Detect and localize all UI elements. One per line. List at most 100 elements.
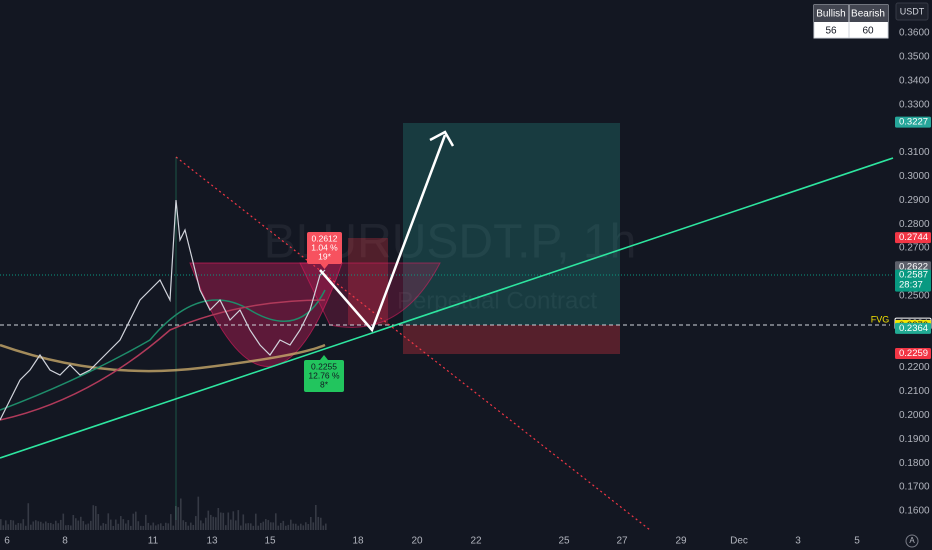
resistance-line [175,156,651,531]
volume-bar [177,507,180,530]
volume-bar [217,507,220,530]
volume-bar [87,523,90,530]
volume-bar [142,525,145,530]
price-badge-label: 0.2622 [899,261,928,272]
volume-bar [72,514,75,530]
volume-bar [310,516,312,530]
annotation-pointer [320,264,329,269]
projection-arrow [319,134,447,333]
volume-bar [172,525,175,530]
volume-bar [57,523,60,530]
volume-bar [257,525,260,530]
price-tick-label: 0.3500 [899,52,930,63]
auto-scale-label[interactable]: A [909,536,915,545]
time-tick-label: Dec [730,536,748,547]
volume-bar [175,505,177,530]
annotation-line: 1.04 % [311,242,338,252]
volume-bar [262,521,265,530]
volume-bar [45,521,47,530]
volume-bar [20,523,22,530]
volume-bar [110,519,112,530]
price-tick-label: 0.3000 [899,171,930,182]
volume-bar [315,504,317,530]
volume-bar [137,521,140,530]
volume-bar [140,525,142,530]
volume-bar [162,525,165,530]
volume-bar [182,520,185,530]
volume-bar [322,525,325,530]
watermark-subtitle: Perpetual Contract [397,287,597,314]
volume-bar [97,514,100,530]
volume-bar [317,516,320,530]
volume-bar [275,513,277,530]
time-tick-label: 6 [4,536,10,547]
volume-bar [2,525,5,530]
annotation-box [307,232,342,264]
price-tick-label: 0.3400 [899,75,930,86]
time-tick-label: 18 [352,536,364,547]
target-zone [403,123,620,325]
volume-bar [10,519,12,530]
volume-bar [157,524,160,530]
volume-bar [295,523,297,530]
volume-bar [102,523,105,530]
volume-bar [180,498,182,530]
volume-bar [125,523,127,530]
price-tick-label: 0.2900 [899,195,930,206]
ma-fast [0,299,326,421]
price-tick-label: 0.2100 [899,386,930,397]
volume-bar [232,511,235,530]
countdown: 28:37 [899,280,923,291]
price-tick-label: 0.3600 [899,28,930,39]
auto-scale-button[interactable] [905,534,919,548]
arrow-head [429,130,455,147]
price-badge-label: 0.2744 [899,232,928,243]
stop-zone [403,325,620,354]
volume-bar [237,510,240,530]
volume-bar [187,525,190,530]
volume-bar [325,523,327,530]
volume-bar [122,519,125,530]
fvg-label: FVG [871,314,890,324]
volume-bar [312,522,315,530]
ma-slow [0,343,326,373]
volume-bar [287,524,290,530]
volume-bar [242,514,245,530]
volume-bar [165,522,167,530]
volume-bar [300,523,302,530]
volume-bar [135,511,137,530]
time-tick-label: 11 [148,536,159,547]
volume-bar [197,496,200,530]
volume-bar [92,505,95,530]
volume-bar [0,519,2,530]
price-tick-label: 0.2800 [899,219,930,230]
volume-bar [215,517,217,530]
volume-bar [55,520,57,530]
price-badge [895,232,931,244]
price-tick-label: 0.3100 [899,147,930,158]
volume-bar [267,520,270,530]
volume-bar [62,513,65,530]
volume-bar [220,512,222,530]
volume-bar [235,520,237,530]
volume-bar [27,503,30,530]
time-tick-label: 8 [62,536,68,547]
volume-bar [12,520,15,530]
volume-bar [82,521,85,530]
volume-bar [200,520,202,530]
volume-bar [247,523,250,530]
handle-shape [299,262,441,328]
volume-bar [80,516,82,530]
price-badge [895,322,931,334]
volume-bar [260,522,262,530]
volume-bar [30,524,32,530]
price-tick-label: 0.3300 [899,99,930,110]
volume-bar [15,524,17,530]
volume-bar [195,516,197,530]
time-tick-label: 29 [675,536,687,547]
price-badge [895,347,931,359]
price-tick-label: 0.1800 [899,458,930,469]
volume-bar [192,524,195,530]
volume-bar [112,525,115,530]
